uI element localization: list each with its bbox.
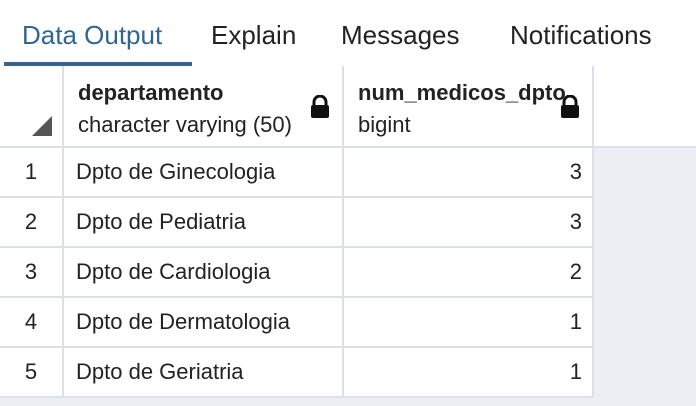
tab-notifications[interactable]: Notifications [510, 20, 652, 50]
row-number[interactable]: 4 [0, 298, 64, 348]
column-name: departamento [78, 80, 224, 105]
row-number[interactable]: 2 [0, 198, 64, 248]
data-grid: departamento character varying (50) num_… [0, 66, 696, 406]
cell-num-medicos-dpto[interactable]: 3 [344, 198, 594, 248]
results-tab-bar: Data Output Explain Messages Notificatio… [0, 0, 696, 66]
tab-explain[interactable]: Explain [211, 20, 297, 50]
row-number[interactable]: 5 [0, 348, 64, 398]
cell-departamento[interactable]: Dpto de Dermatologia [64, 298, 344, 348]
select-all-corner[interactable] [0, 66, 64, 148]
column-type: bigint [358, 112, 411, 137]
cell-departamento[interactable]: Dpto de Pediatria [64, 198, 344, 248]
column-name: num_medicos_dpto [358, 80, 566, 105]
cell-num-medicos-dpto[interactable]: 1 [344, 348, 594, 398]
row-number[interactable]: 3 [0, 248, 64, 298]
cell-num-medicos-dpto[interactable]: 2 [344, 248, 594, 298]
tab-messages[interactable]: Messages [341, 20, 460, 50]
cell-departamento[interactable]: Dpto de Ginecologia [64, 148, 344, 198]
cell-num-medicos-dpto[interactable]: 3 [344, 148, 594, 198]
active-tab-indicator [4, 62, 192, 66]
cell-departamento[interactable]: Dpto de Cardiologia [64, 248, 344, 298]
lock-icon [561, 95, 579, 118]
column-type: character varying (50) [78, 112, 292, 137]
tab-data-output[interactable]: Data Output [22, 20, 163, 50]
corner-triangle-icon [32, 116, 52, 136]
header-filler [594, 66, 696, 148]
cell-departamento[interactable]: Dpto de Geriatria [64, 348, 344, 398]
row-number[interactable]: 1 [0, 148, 64, 198]
column-header-num-medicos-dpto[interactable]: num_medicos_dpto bigint [344, 66, 594, 148]
column-header-departamento[interactable]: departamento character varying (50) [64, 66, 344, 148]
cell-num-medicos-dpto[interactable]: 1 [344, 298, 594, 348]
lock-icon [311, 95, 329, 118]
